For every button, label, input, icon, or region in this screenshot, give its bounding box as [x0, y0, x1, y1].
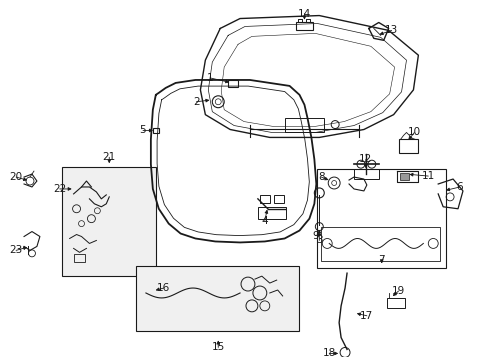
Text: 16: 16 [157, 283, 170, 293]
Text: 4: 4 [261, 216, 267, 226]
Bar [273, 195, 283, 203]
Text: 6: 6 [456, 182, 462, 192]
Bar [228, 80, 238, 87]
Text: 19: 19 [391, 286, 405, 296]
Text: 20: 20 [10, 172, 22, 182]
Bar [386, 298, 404, 308]
Bar [257, 207, 285, 219]
Text: 3: 3 [315, 235, 322, 246]
Text: 2: 2 [193, 97, 200, 107]
Bar [295, 22, 313, 30]
Text: 18: 18 [322, 348, 335, 359]
Text: 7: 7 [378, 255, 384, 265]
Text: 13: 13 [384, 26, 397, 35]
Bar [398, 139, 418, 153]
Bar [136, 266, 299, 330]
Bar [73, 255, 85, 262]
Text: 1: 1 [206, 73, 213, 83]
Text: 8: 8 [317, 172, 324, 182]
Text: 9: 9 [311, 230, 318, 240]
Bar [321, 226, 439, 261]
Text: 23: 23 [9, 246, 23, 255]
Bar [399, 173, 408, 180]
Text: 14: 14 [297, 9, 310, 19]
Text: 22: 22 [53, 184, 66, 194]
Text: 17: 17 [360, 311, 373, 321]
Bar [353, 169, 378, 179]
Text: 11: 11 [421, 171, 434, 181]
Bar [284, 118, 324, 132]
Bar [61, 167, 156, 276]
Bar [259, 195, 269, 203]
Text: 21: 21 [102, 152, 116, 162]
Text: 5: 5 [140, 126, 146, 135]
Bar [317, 169, 445, 268]
Text: 10: 10 [407, 127, 420, 138]
Text: 12: 12 [359, 154, 372, 164]
Text: 15: 15 [211, 342, 224, 352]
Bar [153, 127, 159, 134]
